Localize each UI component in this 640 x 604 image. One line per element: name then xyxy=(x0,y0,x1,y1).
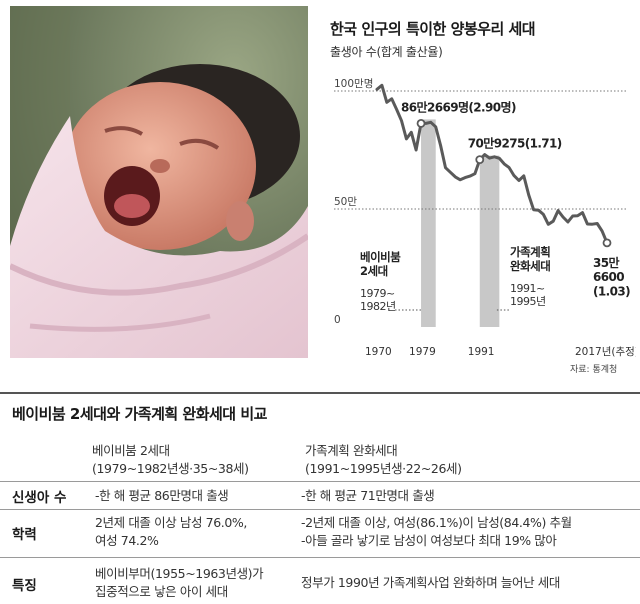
birth-count-line xyxy=(375,83,609,245)
cell-births-babyboom: -한 해 평균 86만명대 출생 xyxy=(95,488,229,503)
band-label-0: 베이비붐 2세대 xyxy=(360,250,401,278)
data-marker-2 xyxy=(602,238,612,248)
cell-education-familyplan: -2년제 대졸 이상, 여성(86.1%)이 남성(84.4%) 추월 -아들 … xyxy=(301,514,572,550)
row-divider xyxy=(0,509,640,510)
row-divider xyxy=(0,481,640,482)
column-detail: (1979~1982년생·35~38세) xyxy=(92,461,249,476)
band-years-0: 1979~ 1982년 xyxy=(360,287,396,313)
cell-births-familyplan: -한 해 평균 71만명대 출생 xyxy=(301,488,435,503)
comparison-title: 베이비붐 2세대와 가족계획 완화세대 비교 xyxy=(12,405,267,423)
data-marker-1 xyxy=(475,155,485,165)
annotation-label-2: 35만 6600 (1.03) xyxy=(593,255,630,299)
x-tick-label: 1991 xyxy=(468,346,495,358)
cell-feature-babyboom: 베이비부머(1955~1963년생)가 집중적으로 낳은 아이 세대 xyxy=(95,565,264,601)
cell-line: 베이비부머(1955~1963년생)가 xyxy=(95,566,264,581)
cell-line: -2년제 대졸 이상, 여성(86.1%)이 남성(84.4%) 추월 xyxy=(301,515,572,530)
x-tick-label: 1970 xyxy=(365,346,392,358)
x-tick-label: 2017년(추정) xyxy=(575,346,636,358)
annotation-label-1: 70만9275(1.71) xyxy=(468,136,562,151)
column-header-familyplan: 가족계획 완화세대 (1991~1995년생·22~26세) xyxy=(305,442,462,478)
column-header-babyboom: 베이비붐 2세대 (1979~1982년생·35~38세) xyxy=(92,442,249,478)
annotation-label-0: 86만2669명(2.90명) xyxy=(401,99,516,114)
chart-labels: 100만명 50만 0 1970 1979 1991 2017년(추정) 86만2669명(2… xyxy=(334,78,636,358)
band-label-1: 가족계획 완화세대 xyxy=(510,245,550,273)
y-tick-label: 50만 xyxy=(334,196,357,208)
cell-line: 2년제 대졸 이상 남성 76.0%, xyxy=(95,515,247,530)
newborn-baby-photo xyxy=(10,6,308,358)
row-divider xyxy=(0,557,640,558)
y-tick-label: 100만명 xyxy=(334,78,373,90)
x-tick-label: 1979 xyxy=(409,346,436,358)
source-note: 자료: 통계청 xyxy=(570,365,618,375)
series-line xyxy=(375,83,612,248)
band-years-1: 1991~ 1995년 xyxy=(510,282,546,308)
highlight-bands xyxy=(421,119,500,327)
chart-subtitle: 출생아 수(합계 출산율) xyxy=(330,45,443,59)
column-name: 가족계획 완화세대 xyxy=(305,443,398,458)
birth-line-chart: 100만명 50만 0 1970 1979 1991 2017년(추정) 86만2669명(2… xyxy=(334,78,636,358)
cell-feature-familyplan: 정부가 1990년 가족계획사업 완화하며 늘어난 세대 xyxy=(301,575,560,590)
chart-title: 한국 인구의 특이한 양봉우리 세대 xyxy=(330,20,536,38)
data-marker-0 xyxy=(416,119,426,128)
row-label-births: 신생아 수 xyxy=(12,490,67,506)
cell-line: -아들 골라 낳기로 남성이 여성보다 최대 19% 많아 xyxy=(301,533,557,548)
column-detail: (1991~1995년생·22~26세) xyxy=(305,461,462,476)
highlight-band-0 xyxy=(421,119,436,327)
section-divider xyxy=(0,392,640,394)
highlight-band-1 xyxy=(479,155,500,327)
column-name: 베이비붐 2세대 xyxy=(92,443,170,458)
row-label-education: 학력 xyxy=(12,527,37,543)
y-tick-label: 0 xyxy=(334,314,341,326)
newborn-baby-illustration xyxy=(10,6,308,358)
cell-line: 여성 74.2% xyxy=(95,533,159,548)
cell-education-babyboom: 2년제 대졸 이상 남성 76.0%, 여성 74.2% xyxy=(95,514,247,550)
cell-line: 집중적으로 낳은 아이 세대 xyxy=(95,584,228,599)
row-label-feature: 특징 xyxy=(12,578,37,594)
